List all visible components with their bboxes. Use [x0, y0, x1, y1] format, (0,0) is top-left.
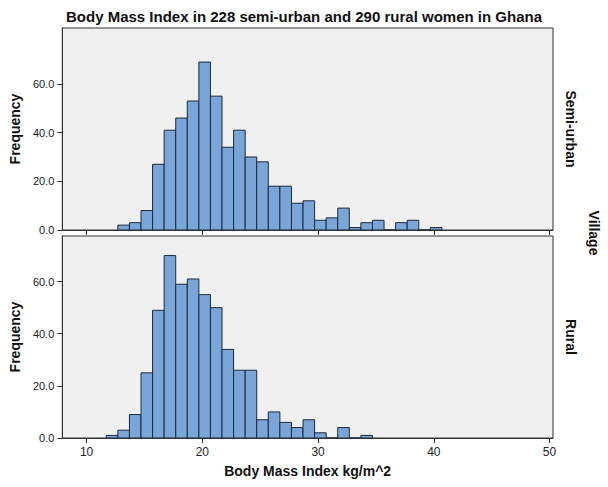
svg-text:60.0: 60.0	[33, 78, 54, 90]
svg-text:Village: Village	[586, 211, 602, 256]
svg-text:Semi-urban: Semi-urban	[563, 90, 579, 167]
svg-text:0.0: 0.0	[39, 224, 54, 236]
svg-text:Body Mass Index kg/m^2: Body Mass Index kg/m^2	[224, 463, 391, 479]
svg-text:40.0: 40.0	[33, 127, 54, 139]
svg-text:40: 40	[427, 445, 441, 459]
svg-text:60.0: 60.0	[33, 276, 54, 288]
svg-text:30: 30	[311, 445, 325, 459]
svg-text:20.0: 20.0	[33, 175, 54, 187]
svg-text:Body Mass Index in 228 semi-ur: Body Mass Index in 228 semi-urban and 29…	[66, 8, 543, 25]
svg-text:40.0: 40.0	[33, 328, 54, 340]
svg-text:0.0: 0.0	[39, 432, 54, 444]
svg-text:Frequency: Frequency	[7, 301, 23, 372]
svg-text:Rural: Rural	[563, 319, 579, 355]
svg-text:20: 20	[196, 445, 210, 459]
svg-text:20.0: 20.0	[33, 380, 54, 392]
svg-text:Frequency: Frequency	[7, 93, 23, 164]
svg-text:50: 50	[543, 445, 557, 459]
svg-text:10: 10	[80, 445, 94, 459]
